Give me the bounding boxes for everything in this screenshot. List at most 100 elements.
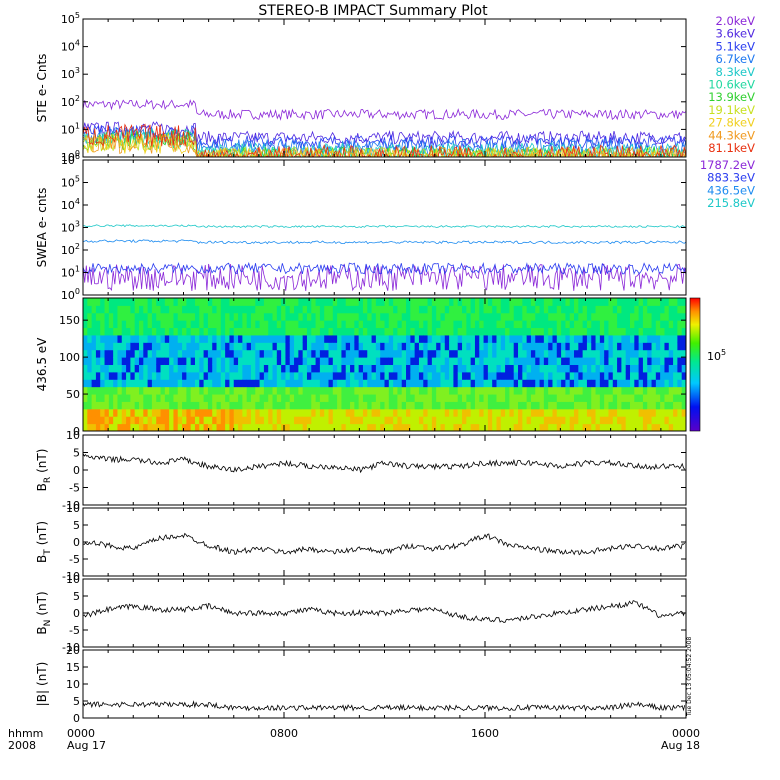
heatmap-cell [561, 327, 566, 336]
heatmap-cell [358, 305, 364, 314]
heatmap-cell [462, 401, 467, 410]
heatmap-cell [414, 408, 420, 417]
heatmap-cell [651, 305, 657, 314]
heatmap-cell [660, 401, 665, 410]
heatmap-cell [87, 379, 93, 388]
y-axis-label-main: B [35, 555, 49, 563]
heatmap-cell [621, 416, 627, 425]
heatmap-cell [281, 386, 286, 395]
heatmap-cell [328, 327, 334, 336]
heatmap-cell [479, 386, 485, 395]
heatmap-cell [375, 416, 381, 425]
heatmap-cell [681, 401, 686, 410]
heatmap-cell [526, 305, 532, 314]
heatmap-cell [268, 298, 274, 306]
heatmap-cell [306, 305, 312, 314]
heatmap-cell [276, 386, 282, 395]
heatmap-cell [647, 312, 653, 321]
heatmap-cell [242, 386, 248, 395]
heatmap-cell [505, 312, 510, 321]
heatmap-cell [332, 305, 338, 314]
heatmap-cell [513, 334, 519, 343]
heatmap-cell [358, 357, 364, 365]
heatmap-cell [138, 320, 144, 329]
heatmap-cell [156, 320, 162, 329]
heatmap-cell [345, 357, 351, 365]
heatmap-cell [384, 320, 390, 329]
heatmap-cell [362, 349, 368, 358]
heatmap-cell [358, 416, 364, 425]
heatmap-cell [341, 334, 347, 343]
heatmap-cell [548, 357, 553, 365]
heatmap-cell [332, 298, 338, 306]
heatmap-cell [302, 386, 308, 395]
heatmap-cell [268, 379, 274, 388]
heatmap-cell [668, 371, 674, 380]
heatmap-cell [186, 320, 192, 329]
heatmap-cell [143, 408, 149, 417]
heatmap-cell [302, 423, 308, 431]
heatmap-cell [444, 371, 450, 380]
heatmap-cell [487, 379, 493, 388]
heatmap-cell [117, 342, 123, 351]
heatmap-cell [255, 342, 261, 351]
heatmap-cell [466, 379, 472, 388]
heatmap-cell [151, 401, 157, 410]
heatmap-cell [487, 357, 493, 365]
heatmap-cell [212, 349, 218, 358]
heatmap-cell [410, 305, 416, 314]
heatmap-cell [539, 394, 545, 402]
heatmap-cell [276, 423, 282, 431]
heatmap-cell [535, 416, 541, 425]
heatmap-cell [194, 305, 200, 314]
heatmap-cell [487, 371, 493, 380]
heatmap-cell [268, 401, 274, 410]
heatmap-cell [397, 305, 403, 314]
heatmap-cell [431, 401, 437, 410]
heatmap-cell [599, 334, 605, 343]
heatmap-cell [225, 320, 230, 329]
heatmap-cell [156, 394, 162, 402]
heatmap-cell [126, 401, 131, 410]
heatmap-cell [250, 327, 256, 336]
legend-item: 1787.2eV [700, 158, 755, 172]
heatmap-cell [138, 327, 144, 336]
legend-item: 44.3keV [708, 128, 755, 142]
panel-frame [82, 159, 687, 296]
heatmap-cell [530, 423, 536, 431]
heatmap-cell [681, 379, 686, 388]
heatmap-cell [367, 342, 373, 351]
heatmap-cell [647, 342, 653, 351]
heatmap-cell [91, 298, 97, 306]
heatmap-cell [117, 408, 123, 417]
heatmap-cell [203, 334, 209, 343]
heatmap-cell [681, 312, 686, 321]
heatmap-cell [569, 349, 575, 358]
heatmap-cell [660, 334, 665, 343]
heatmap-cell [216, 298, 222, 306]
heatmap-cell [345, 371, 351, 380]
heatmap-cell [621, 334, 627, 343]
heatmap-cell [362, 416, 368, 425]
heatmap-cell [427, 371, 433, 380]
heatmap-cell [410, 327, 416, 336]
heatmap-cell [414, 334, 420, 343]
heatmap-cell [238, 312, 243, 321]
heatmap-cell [630, 298, 635, 306]
heatmap-cell [457, 349, 463, 358]
heatmap-cell [569, 416, 575, 425]
heatmap-cell [319, 349, 325, 358]
heatmap-cell [638, 394, 644, 402]
heatmap-cell [83, 401, 88, 410]
heatmap-cell [225, 379, 230, 388]
heatmap-cell [306, 408, 312, 417]
heatmap-cell [242, 334, 248, 343]
heatmap-cell [410, 379, 416, 388]
heatmap-cell [259, 371, 265, 380]
heatmap-cell [595, 305, 601, 314]
heatmap-cell [565, 386, 571, 395]
heatmap-cell [470, 394, 476, 402]
heatmap-cell [518, 386, 523, 395]
heatmap-cell [543, 305, 549, 314]
heatmap-cell [630, 386, 635, 395]
